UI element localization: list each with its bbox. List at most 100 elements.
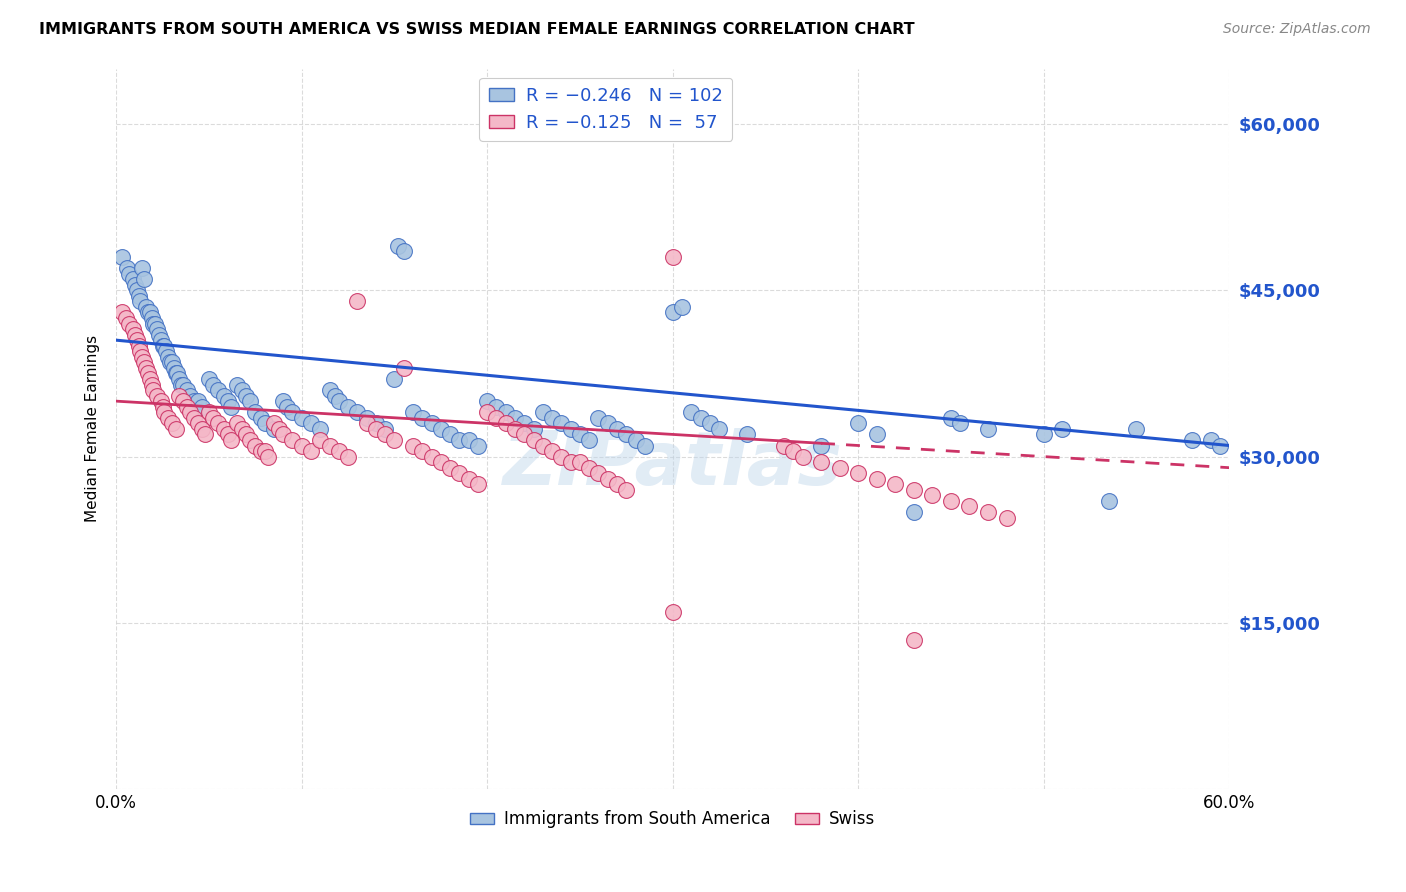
Point xyxy=(449,467,471,481)
Point xyxy=(374,422,396,436)
Point xyxy=(179,389,201,403)
Point xyxy=(323,389,346,403)
Point xyxy=(309,422,332,436)
Point xyxy=(142,383,165,397)
Point xyxy=(169,372,191,386)
Point xyxy=(735,427,758,442)
Point xyxy=(568,455,591,469)
Point xyxy=(606,422,628,436)
Point xyxy=(884,477,907,491)
Point xyxy=(977,505,1000,519)
Point xyxy=(689,410,711,425)
Point xyxy=(457,472,479,486)
Point xyxy=(155,344,177,359)
Point xyxy=(276,400,298,414)
Point xyxy=(903,632,925,647)
Point xyxy=(420,417,443,431)
Point xyxy=(866,472,889,486)
Point xyxy=(118,267,141,281)
Point xyxy=(541,444,564,458)
Point xyxy=(231,383,253,397)
Point xyxy=(614,427,637,442)
Point xyxy=(135,300,157,314)
Point xyxy=(346,405,368,419)
Point xyxy=(146,322,169,336)
Point xyxy=(194,427,217,442)
Point xyxy=(124,277,146,292)
Point xyxy=(111,305,134,319)
Point xyxy=(467,477,489,491)
Point xyxy=(387,239,409,253)
Point xyxy=(384,372,406,386)
Point xyxy=(281,433,304,447)
Point xyxy=(318,438,340,452)
Point xyxy=(235,389,257,403)
Point xyxy=(661,305,683,319)
Point xyxy=(269,422,291,436)
Point xyxy=(1050,422,1073,436)
Point xyxy=(1125,422,1147,436)
Point xyxy=(707,422,730,436)
Point xyxy=(309,433,332,447)
Point xyxy=(271,427,294,442)
Point xyxy=(148,327,170,342)
Point xyxy=(374,427,396,442)
Point xyxy=(179,405,201,419)
Point xyxy=(866,427,889,442)
Point xyxy=(159,355,181,369)
Point xyxy=(172,377,194,392)
Point xyxy=(846,417,869,431)
Point xyxy=(439,427,461,442)
Point xyxy=(467,438,489,452)
Point xyxy=(810,455,832,469)
Point xyxy=(578,433,600,447)
Point xyxy=(291,410,314,425)
Point xyxy=(523,433,546,447)
Point xyxy=(671,300,693,314)
Point xyxy=(124,327,146,342)
Point xyxy=(170,377,193,392)
Point xyxy=(141,377,163,392)
Point xyxy=(125,283,148,297)
Point xyxy=(291,438,314,452)
Point xyxy=(439,460,461,475)
Point xyxy=(661,605,683,619)
Point xyxy=(129,294,152,309)
Point xyxy=(143,317,166,331)
Point xyxy=(250,444,273,458)
Point xyxy=(118,317,141,331)
Point xyxy=(219,400,242,414)
Point xyxy=(588,467,610,481)
Point xyxy=(166,367,188,381)
Point xyxy=(219,433,242,447)
Point xyxy=(245,405,267,419)
Point xyxy=(217,394,239,409)
Point xyxy=(495,417,517,431)
Point xyxy=(568,427,591,442)
Point xyxy=(183,410,205,425)
Point xyxy=(152,339,174,353)
Point xyxy=(578,460,600,475)
Point xyxy=(810,438,832,452)
Point xyxy=(253,444,276,458)
Point xyxy=(503,422,526,436)
Point xyxy=(903,505,925,519)
Point xyxy=(250,410,273,425)
Point xyxy=(245,438,267,452)
Point xyxy=(122,272,145,286)
Point xyxy=(201,377,224,392)
Point xyxy=(129,344,152,359)
Point xyxy=(132,355,155,369)
Point xyxy=(231,422,253,436)
Point xyxy=(187,394,209,409)
Point xyxy=(172,394,194,409)
Point xyxy=(263,417,285,431)
Point xyxy=(661,250,683,264)
Point xyxy=(163,360,186,375)
Point xyxy=(420,450,443,464)
Point xyxy=(346,294,368,309)
Point xyxy=(271,394,294,409)
Point xyxy=(217,427,239,442)
Point xyxy=(792,450,814,464)
Point xyxy=(531,405,554,419)
